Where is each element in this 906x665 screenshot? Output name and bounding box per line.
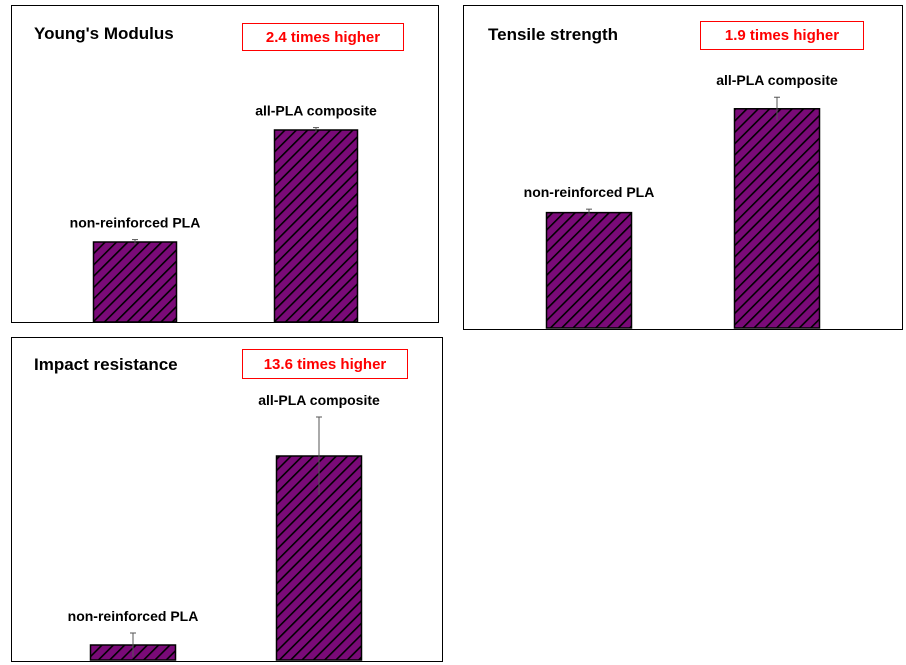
bar-1 xyxy=(273,129,359,323)
tensile-strength-chart: non-reinforced PLA all-PLA composite xyxy=(524,72,838,329)
category-label-1: all-PLA composite xyxy=(258,392,380,408)
young-modulus-chart: non-reinforced PLA all-PLA composite xyxy=(70,103,377,323)
error-bar-0 xyxy=(130,632,136,657)
ratio-badge: 13.6 times higher xyxy=(242,349,408,379)
category-label-0: non-reinforced PLA xyxy=(70,215,201,231)
young-modulus-panel: Young's Modulus 2.4 times higher non-rei… xyxy=(11,5,439,323)
error-bar-1 xyxy=(313,127,319,133)
bar-1 xyxy=(733,108,821,329)
ratio-badge: 2.4 times higher xyxy=(242,23,404,51)
category-label-0: non-reinforced PLA xyxy=(524,184,655,200)
bar-0 xyxy=(92,241,178,323)
error-bar-1 xyxy=(774,96,780,121)
tensile-strength-panel: Tensile strength 1.9 times higher non-re… xyxy=(463,5,903,330)
ratio-badge: 1.9 times higher xyxy=(700,21,864,50)
category-label-1: all-PLA composite xyxy=(716,72,838,88)
category-label-0: non-reinforced PLA xyxy=(68,608,199,624)
panel-title: Tensile strength xyxy=(488,25,619,44)
panel-title: Young's Modulus xyxy=(34,24,174,43)
impact-resistance-panel: Impact resistance 13.6 times higher non-… xyxy=(11,337,443,662)
error-bar-0 xyxy=(132,239,138,245)
bar-0 xyxy=(545,211,633,329)
error-bar-1 xyxy=(316,416,322,495)
error-bar-0 xyxy=(586,208,592,217)
category-label-1: all-PLA composite xyxy=(255,103,377,119)
impact-resistance-chart: non-reinforced PLA all-PLA composite xyxy=(68,392,380,661)
panel-title: Impact resistance xyxy=(34,355,178,374)
